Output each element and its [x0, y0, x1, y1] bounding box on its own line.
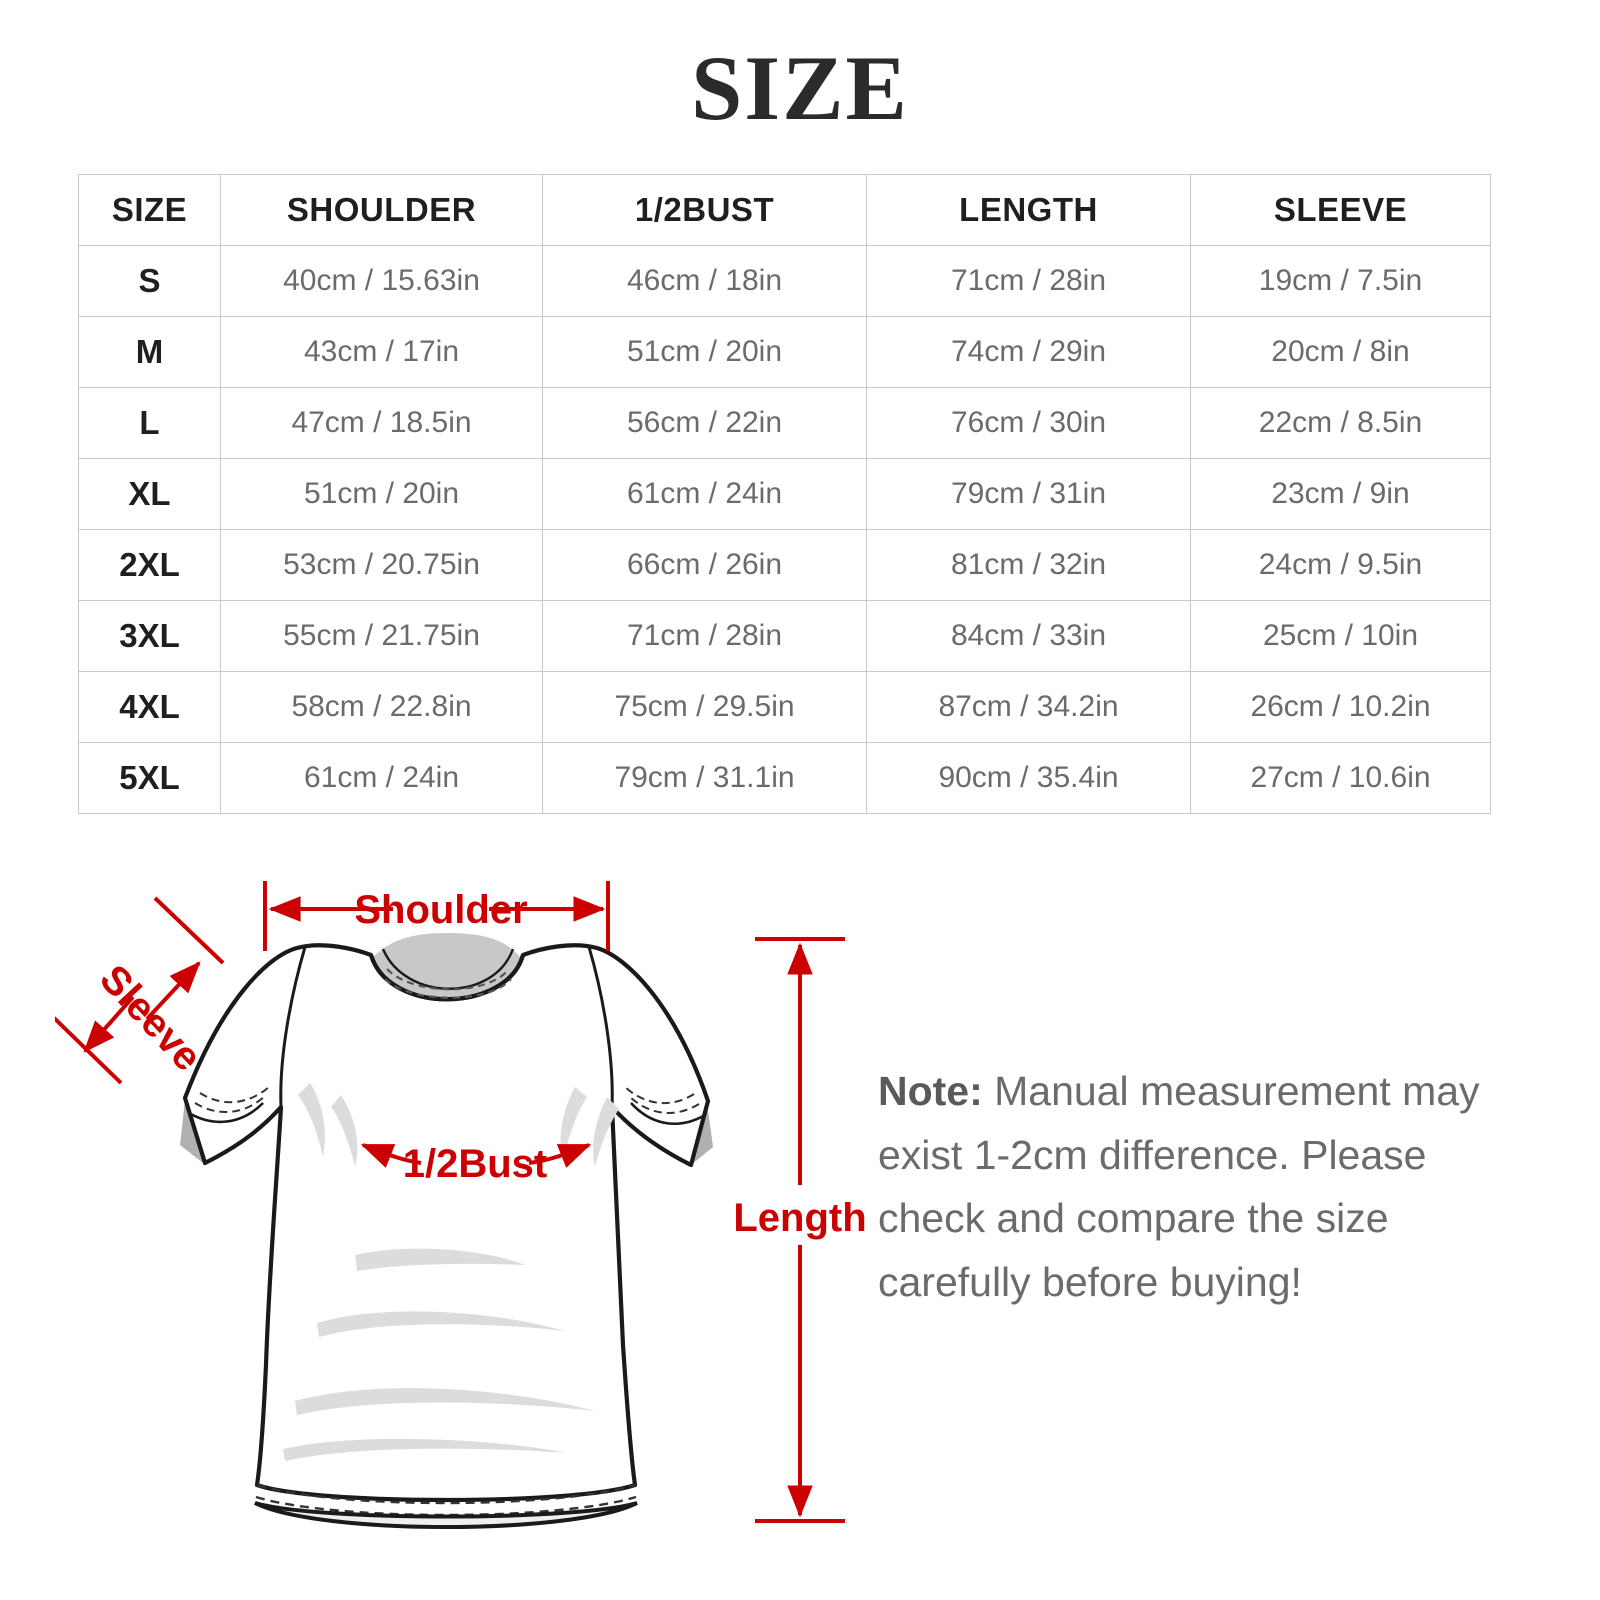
size-chart-table-container: SIZE SHOULDER 1/2BUST LENGTH SLEEVE S 40… [78, 174, 1491, 814]
column-header-shoulder: SHOULDER [220, 174, 543, 246]
shoulder-label: Shoulder [354, 888, 527, 932]
cell-bust: 79cm / 31.1in [542, 742, 867, 814]
cell-bust: 71cm / 28in [542, 600, 867, 672]
table-row: 5XL 61cm / 24in 79cm / 31.1in 90cm / 35.… [78, 742, 1491, 814]
table-row: M 43cm / 17in 51cm / 20in 74cm / 29in 20… [78, 316, 1491, 388]
table-header-row: SIZE SHOULDER 1/2BUST LENGTH SLEEVE [78, 174, 1491, 246]
cell-sleeve: 24cm / 9.5in [1190, 529, 1491, 601]
note-block: Note: Manual measurement may exist 1-2cm… [878, 1060, 1498, 1314]
cell-length: 81cm / 32in [866, 529, 1191, 601]
cell-shoulder: 51cm / 20in [220, 458, 543, 530]
cell-bust: 51cm / 20in [542, 316, 867, 388]
cell-bust: 56cm / 22in [542, 387, 867, 459]
right-sleeve-hem [630, 1102, 706, 1126]
bottom-hem-edge [254, 1501, 638, 1529]
cell-size: S [78, 245, 221, 317]
right-sleeve-stitch-b [624, 1086, 695, 1105]
left-sleeve-stitch-b [199, 1086, 270, 1104]
column-header-size: SIZE [78, 174, 221, 246]
note-label: Note: [878, 1068, 983, 1114]
cell-shoulder: 61cm / 24in [220, 742, 543, 814]
cell-size: M [78, 316, 221, 388]
table-row: 3XL 55cm / 21.75in 71cm / 28in 84cm / 33… [78, 600, 1491, 672]
cell-shoulder: 53cm / 20.75in [220, 529, 543, 601]
cell-length: 87cm / 34.2in [866, 671, 1191, 743]
cell-sleeve: 19cm / 7.5in [1190, 245, 1491, 317]
right-armhole-seam [587, 946, 614, 1108]
cell-bust: 75cm / 29.5in [542, 671, 867, 743]
cell-shoulder: 58cm / 22.8in [220, 671, 543, 743]
column-header-length: LENGTH [866, 174, 1191, 246]
cell-sleeve: 27cm / 10.6in [1190, 742, 1491, 814]
column-header-bust: 1/2BUST [542, 174, 867, 246]
cell-length: 90cm / 35.4in [866, 742, 1191, 814]
page-title: SIZE [691, 37, 909, 139]
tshirt-body-outline [182, 943, 711, 1503]
bust-arrow-right [528, 1143, 592, 1168]
cell-length: 84cm / 33in [866, 600, 1191, 672]
measurement-diagram-area: Shoulder Sleeve 1/2Bust Length Note: Man… [0, 845, 1600, 1600]
sleeve-label: Sleeve [91, 957, 210, 1080]
column-header-sleeve: SLEEVE [1190, 174, 1491, 246]
tshirt-illustration [180, 933, 713, 1529]
collar-stitch-2 [384, 978, 512, 999]
cell-sleeve: 25cm / 10in [1190, 600, 1491, 672]
cell-size: 5XL [78, 742, 221, 814]
sleeve-arrow-down [83, 995, 135, 1053]
cell-length: 71cm / 28in [866, 245, 1191, 317]
cell-size: 4XL [78, 671, 221, 743]
cell-size: 2XL [78, 529, 221, 601]
length-label: Length [733, 1196, 866, 1240]
cell-length: 76cm / 30in [866, 387, 1191, 459]
table-row: S 40cm / 15.63in 46cm / 18in 71cm / 28in… [78, 245, 1491, 317]
left-sleeve-stitch-a [194, 1094, 267, 1113]
cell-bust: 66cm / 26in [542, 529, 867, 601]
cell-shoulder: 40cm / 15.63in [220, 245, 543, 317]
tshirt-measurement-diagram: Shoulder Sleeve 1/2Bust Length [55, 881, 867, 1529]
left-sleeve-hem [188, 1102, 264, 1124]
cell-length: 74cm / 29in [866, 316, 1191, 388]
collar-outline [368, 954, 526, 1002]
cell-sleeve: 26cm / 10.2in [1190, 671, 1491, 743]
cell-length: 79cm / 31in [866, 458, 1191, 530]
right-sleeve-stitch-a [627, 1094, 700, 1114]
cell-sleeve: 23cm / 9in [1190, 458, 1491, 530]
table-row: L 47cm / 18.5in 56cm / 22in 76cm / 30in … [78, 387, 1491, 459]
cell-sleeve: 22cm / 8.5in [1190, 387, 1491, 459]
cell-sleeve: 20cm / 8in [1190, 316, 1491, 388]
cell-size: XL [78, 458, 221, 530]
note-text: Manual measurement may exist 1-2cm diffe… [878, 1068, 1480, 1305]
table-row: XL 51cm / 20in 61cm / 24in 79cm / 31in 2… [78, 458, 1491, 530]
bust-arrow-left [360, 1143, 422, 1168]
half-bust-label: 1/2Bust [403, 1142, 548, 1186]
size-chart-table: SIZE SHOULDER 1/2BUST LENGTH SLEEVE S 40… [78, 174, 1491, 814]
cell-shoulder: 43cm / 17in [220, 316, 543, 388]
cell-size: L [78, 387, 221, 459]
cell-bust: 61cm / 24in [542, 458, 867, 530]
table-row: 2XL 53cm / 20.75in 66cm / 26in 81cm / 32… [78, 529, 1491, 601]
cell-shoulder: 55cm / 21.75in [220, 600, 543, 672]
table-row: 4XL 58cm / 22.8in 75cm / 29.5in 87cm / 3… [78, 671, 1491, 743]
sleeve-arrow-up [145, 961, 201, 1021]
collar-stitch [386, 968, 510, 991]
cell-shoulder: 47cm / 18.5in [220, 387, 543, 459]
cell-bust: 46cm / 18in [542, 245, 867, 317]
left-armhole-seam [279, 946, 307, 1108]
cell-size: 3XL [78, 600, 221, 672]
sleeve-tick-top [153, 896, 225, 965]
fabric-folds [283, 1083, 619, 1461]
